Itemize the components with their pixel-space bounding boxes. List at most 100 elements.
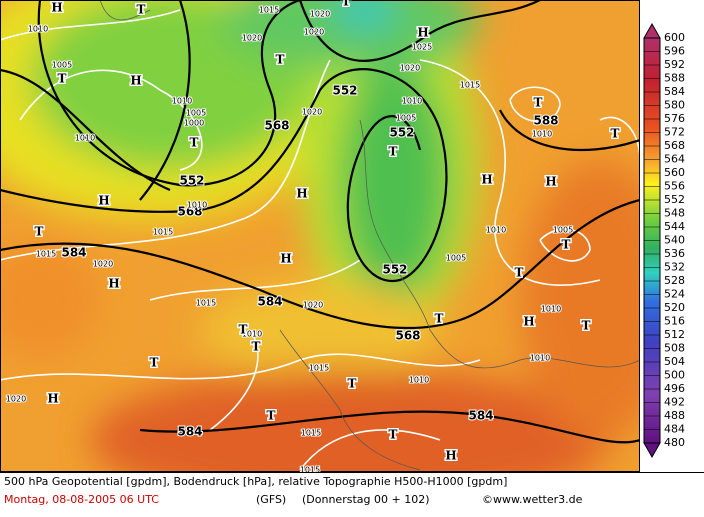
- pressure-label: 1025: [412, 43, 432, 52]
- pressure-label: 1005: [553, 226, 573, 235]
- pressure-center: T: [389, 145, 398, 159]
- pressure-center: T: [252, 340, 261, 354]
- colorbar-label: 540: [664, 234, 685, 247]
- colorbar-label: 516: [664, 315, 685, 328]
- footer-date: Montag, 08-08-2005 06 UTC: [4, 493, 159, 506]
- map-field: [0, 0, 640, 472]
- pressure-label: 1020: [303, 301, 323, 310]
- colorbar-label: 588: [664, 72, 685, 85]
- pressure-label: 1005: [396, 114, 416, 123]
- pressure-center: T: [562, 238, 571, 252]
- pressure-label: 1010: [242, 330, 262, 339]
- colorbar-label: 552: [664, 193, 685, 206]
- pressure-center: T: [534, 96, 543, 110]
- pressure-center: H: [51, 1, 62, 15]
- pressure-label: 1010: [486, 226, 506, 235]
- pressure-label: 1020: [242, 34, 262, 43]
- pressure-center: T: [342, 0, 351, 9]
- colorbar-label: 568: [664, 139, 685, 152]
- pressure-center: H: [417, 26, 428, 40]
- pressure-center: T: [239, 323, 248, 337]
- colorbar-label: 508: [664, 342, 685, 355]
- colorbar-label: 524: [664, 288, 685, 301]
- colorbar-label: 584: [664, 85, 685, 98]
- colorbar-label: 600: [664, 31, 685, 44]
- pressure-label: 1010: [187, 201, 207, 210]
- color-field: [0, 0, 640, 472]
- height-label: 568: [395, 329, 420, 343]
- height-label: 584: [61, 246, 86, 260]
- pressure-label: 1020: [400, 64, 420, 73]
- pressure-label: 1010: [402, 97, 422, 106]
- pressure-center: H: [296, 187, 307, 201]
- height-label: 588: [533, 114, 558, 128]
- footer-run: (Donnerstag 00 + 102): [302, 493, 429, 506]
- pressure-label: 1010: [541, 305, 561, 314]
- pressure-label: 1005: [186, 109, 206, 118]
- pressure-center: T: [267, 409, 276, 423]
- height-label: 552: [389, 126, 414, 140]
- map-labels: 552 568 552 568 552 552 568 584 584 584 584 588 1010…: [5, 0, 621, 475]
- height-label: 552: [382, 263, 407, 277]
- pressure-center: T: [276, 53, 285, 67]
- pressure-center: T: [150, 356, 159, 370]
- height-label: 584: [468, 409, 493, 423]
- pressure-label: 1010: [75, 134, 95, 143]
- colorbar-label: 572: [664, 126, 685, 139]
- height-label: 552: [332, 84, 357, 98]
- pressure-center: H: [481, 173, 492, 187]
- pressure-center: T: [137, 3, 146, 17]
- colorbar-label: 528: [664, 274, 685, 287]
- pressure-center: T: [35, 225, 44, 239]
- pressure-center: T: [348, 377, 357, 391]
- pressure-label: 1010: [172, 97, 192, 106]
- pressure-label: 1015: [196, 299, 216, 308]
- colorbar-label: 504: [664, 355, 685, 368]
- pressure-label: 1020: [304, 28, 324, 37]
- isohypses: [0, 0, 640, 444]
- colorbar-label: 544: [664, 220, 685, 233]
- map-frame: [0, 0, 640, 472]
- height-label: 552: [179, 174, 204, 188]
- pressure-label: 1020: [310, 10, 330, 19]
- height-label: 568: [264, 119, 289, 133]
- pressure-label: 1015: [153, 228, 173, 237]
- colorbar-label: 580: [664, 99, 685, 112]
- pressure-label: 1005: [446, 254, 466, 263]
- colorbar-label: 500: [664, 369, 685, 382]
- pressure-label: 1015: [300, 466, 320, 475]
- pressure-center: H: [545, 175, 556, 189]
- coastlines: [99, 0, 640, 471]
- colorbar-label: 492: [664, 396, 685, 409]
- colorbar-label: 532: [664, 261, 685, 274]
- pressure-label: 1010: [532, 130, 552, 139]
- pressure-center: T: [582, 319, 591, 333]
- pressure-label: 1015: [301, 429, 321, 438]
- colorbar-label: 560: [664, 166, 685, 179]
- colorbar-label: 548: [664, 207, 685, 220]
- height-label: 568: [177, 205, 202, 219]
- pressure-center: T: [389, 428, 398, 442]
- pressure-label: 1000: [184, 119, 204, 128]
- colorbar-label: 576: [664, 112, 685, 125]
- colorbar-label: 564: [664, 153, 685, 166]
- pressure-center: H: [280, 252, 291, 266]
- pressure-label: 1015: [460, 81, 480, 90]
- isobars: [0, 9, 640, 471]
- pressure-center: H: [445, 449, 456, 463]
- pressure-label: 1015: [36, 250, 56, 259]
- pressure-center: H: [47, 392, 58, 406]
- height-label: 584: [177, 425, 202, 439]
- pressure-label: 1020: [6, 395, 26, 404]
- pressure-center: T: [58, 72, 67, 86]
- colorbar-top: [643, 22, 661, 39]
- colorbar-label: 596: [664, 45, 685, 58]
- colorbar-label: 556: [664, 180, 685, 193]
- colorbar-label: 512: [664, 328, 685, 341]
- pressure-center: H: [108, 277, 119, 291]
- pressure-center: H: [130, 74, 141, 88]
- pressure-center: T: [611, 127, 620, 141]
- colorbar-label: 536: [664, 247, 685, 260]
